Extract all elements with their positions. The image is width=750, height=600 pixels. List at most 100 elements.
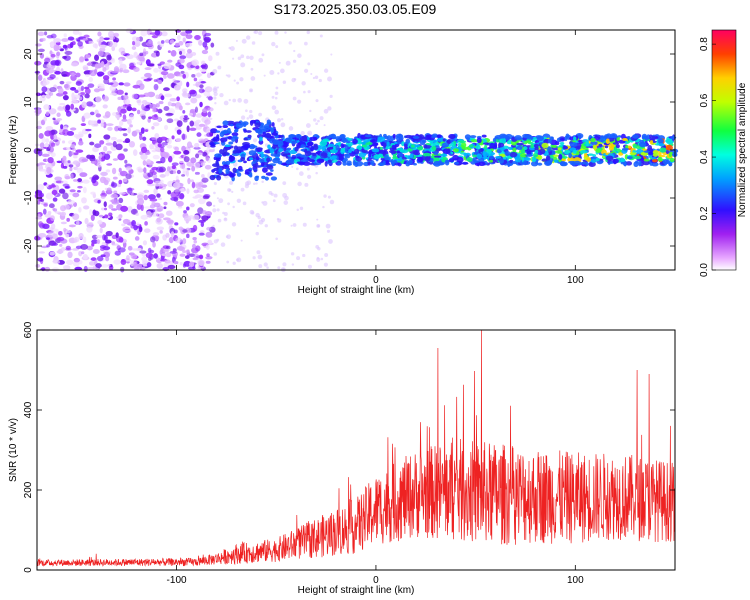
spectrogram-noise-blob — [192, 237, 197, 241]
spectrogram-faint-blob — [296, 208, 300, 212]
spectrogram-noise-blob — [155, 166, 164, 173]
spectrogram-noise-blob — [157, 63, 162, 66]
spectrogram-band-blob — [606, 133, 612, 139]
spectrogram-noise-blob — [112, 176, 118, 180]
spectrogram-noise-blob — [93, 210, 100, 217]
spectrogram-faint-blob — [292, 96, 297, 101]
spectrogram-band-blob — [649, 140, 654, 145]
spectrogram-band-blob — [404, 134, 413, 139]
spectrogram-noise-blob — [61, 74, 68, 77]
spectrogram-noise-blob — [175, 188, 179, 196]
spectrogram-noise-blob — [140, 109, 146, 117]
spectrogram-noise-blob — [155, 50, 160, 57]
spectrogram-noise-blob — [73, 179, 78, 182]
spectrogram-noise-blob — [178, 246, 186, 252]
spectrogram-faint-blob — [327, 106, 332, 111]
spectrogram-noise-blob — [45, 126, 54, 131]
spectrogram-noise-blob — [82, 38, 89, 41]
spectrogram-band-blob — [449, 135, 455, 139]
spectrogram-noise-blob — [205, 231, 213, 238]
spectrogram-band-blob — [236, 172, 242, 177]
spectrogram-noise-blob — [38, 132, 44, 139]
spectrogram-faint-blob — [304, 41, 308, 46]
spectrogram-faint-blob — [232, 162, 238, 167]
spectrogram-band-blob — [285, 159, 292, 165]
spectrogram-noise-blob — [82, 254, 88, 260]
spectrogram-noise-blob — [176, 169, 181, 175]
spectrogram-noise-blob — [142, 136, 147, 141]
spectrogram-faint-blob — [216, 238, 220, 242]
spectrogram-noise-blob — [50, 53, 56, 58]
spectrogram-noise-blob — [193, 240, 198, 244]
spectrogram-band-blob — [623, 161, 627, 167]
spectrogram-faint-blob — [261, 180, 264, 184]
spectrogram-noise-blob — [111, 70, 119, 74]
spectrogram-noise-blob — [46, 244, 50, 248]
spectrogram-noise-blob — [43, 116, 47, 122]
spectrogram-noise-blob — [133, 263, 140, 271]
spectrogram-band-blob — [423, 144, 428, 149]
spectrogram-noise-blob — [105, 256, 110, 262]
spectrogram-noise-blob — [60, 124, 64, 130]
spectrogram-band-blob — [444, 159, 450, 164]
spectrogram-band-blob — [352, 159, 356, 166]
spectrogram-band-blob — [397, 157, 403, 162]
spectrogram-noise-blob — [111, 167, 117, 175]
spectrogram-band-blob — [620, 158, 626, 162]
spectrogram-noise-blob — [206, 201, 213, 207]
spectrogram-band-blob — [265, 172, 273, 176]
spectrogram-noise-blob — [45, 192, 53, 200]
spectrogram-noise-blob — [35, 43, 42, 47]
spectrogram-noise-blob — [151, 137, 157, 141]
spectrogram-band-blob — [430, 157, 434, 163]
spectrogram-band-blob — [454, 161, 459, 165]
spectrogram-noise-blob — [71, 72, 75, 77]
spectrogram-noise-blob — [52, 242, 58, 246]
spectrogram-noise-blob — [64, 50, 73, 56]
spectrogram-band-blob — [562, 145, 569, 150]
spectrogram-noise-blob — [104, 214, 109, 219]
spectrogram-noise-blob — [88, 40, 94, 44]
spectrogram-faint-blob — [269, 70, 275, 76]
spectrogram-band-blob — [588, 161, 596, 167]
spectrogram-band-blob — [559, 160, 566, 167]
spectrogram-band-blob — [622, 138, 628, 141]
spectrogram-noise-blob — [188, 261, 195, 268]
spectrogram-faint-blob — [292, 59, 297, 63]
spectrogram-noise-blob — [122, 94, 129, 101]
spectrogram-noise-blob — [42, 79, 50, 86]
spectrogram-noise-blob — [135, 212, 139, 217]
spectrogram-noise-blob — [47, 156, 54, 164]
spectrogram-noise-blob — [119, 170, 128, 177]
spectrogram-noise-blob — [62, 129, 70, 136]
spectrogram-band-blob — [545, 155, 551, 161]
spectrogram-band-blob — [647, 144, 653, 151]
spectrogram-faint-blob — [266, 266, 269, 269]
spectrogram-noise-blob — [96, 161, 102, 168]
spectrogram-band-blob — [446, 148, 451, 154]
spectrogram-faint-blob — [228, 98, 231, 102]
spectrogram-faint-blob — [330, 53, 333, 56]
spectrogram-noise-blob — [65, 245, 71, 250]
spectrogram-band-blob — [509, 151, 518, 158]
spectrogram-noise-blob — [118, 179, 123, 185]
spectrogram-faint-blob — [214, 102, 217, 105]
spectrogram-noise-blob — [59, 80, 65, 85]
colorbar: 0.0 0.2 0.4 0.6 0.8 Normalized spectral ampl… — [699, 29, 748, 277]
spectrogram-noise-blob — [49, 50, 53, 55]
spectrogram-noise-blob — [79, 172, 88, 178]
spectrogram-x-tick-label: 0 — [373, 275, 379, 286]
spectrogram-faint-blob — [319, 116, 324, 121]
spectrogram-noise-blob — [86, 226, 93, 233]
spectrogram-faint-blob — [304, 182, 309, 187]
spectrogram-noise-blob — [141, 256, 148, 262]
spectrogram-band-blob — [340, 143, 345, 149]
spectrogram-x-ticks: -100 0 100 — [167, 30, 584, 286]
spectrogram-band-blob — [264, 132, 272, 139]
spectrogram-band-blob — [643, 158, 650, 162]
spectrogram-band-blob — [392, 159, 398, 164]
spectrogram-band-blob — [237, 165, 243, 171]
spectrogram-faint-blob — [253, 30, 256, 34]
spectrogram-faint-blob — [329, 94, 333, 98]
spectrogram-noise-blob — [163, 249, 170, 253]
